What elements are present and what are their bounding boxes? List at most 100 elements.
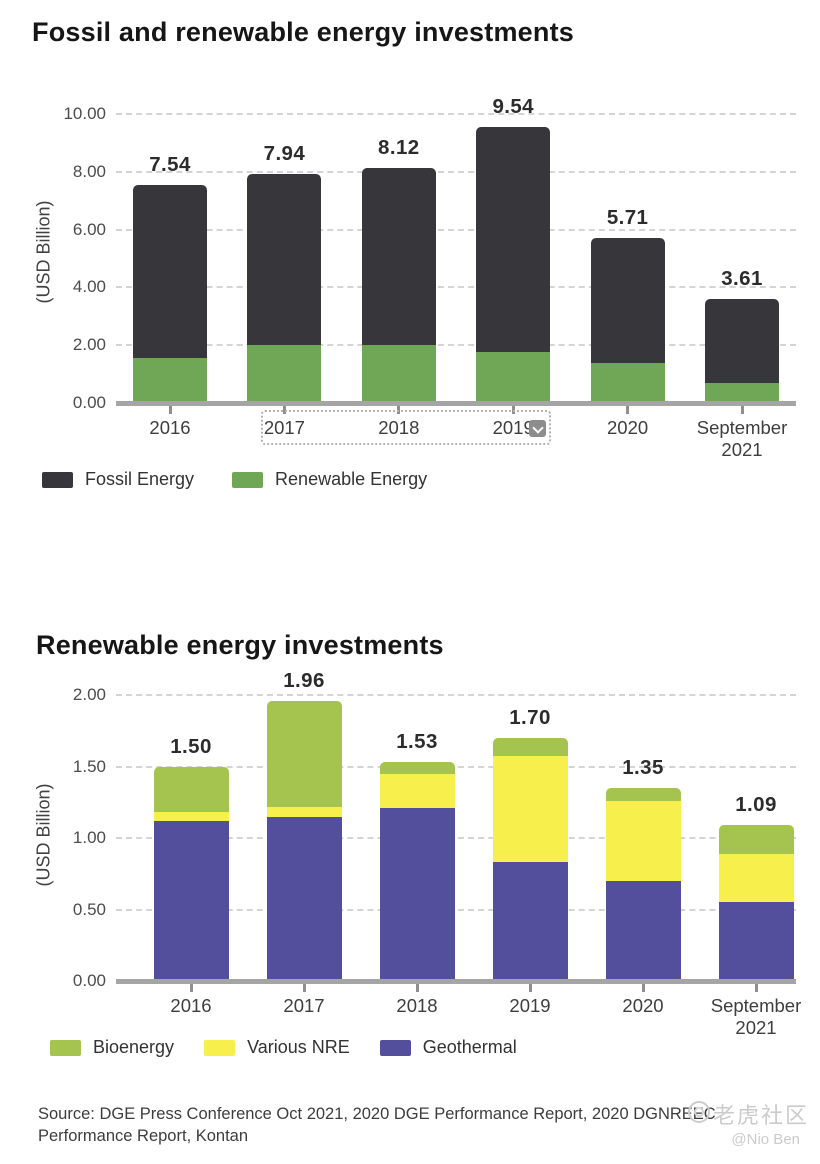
- x-axis-label-2017: 2017: [263, 417, 305, 438]
- bar-2017-various-nre: [266, 806, 342, 817]
- bar-september-2021-various-nre: [718, 853, 794, 903]
- bar-2018-renewable-energy: [361, 345, 436, 403]
- renewable-energy-swatch-icon: [232, 471, 264, 488]
- gridline-2.00: [116, 694, 796, 696]
- bar-total-label-2019: 9.54: [492, 95, 534, 119]
- bar-september-2021-bioenergy: [718, 825, 794, 854]
- bar-september-2021-geothermal: [718, 902, 794, 981]
- bar-total-label-2020: 1.35: [622, 755, 664, 779]
- year-selection-box: [261, 410, 551, 445]
- bar-2017-bioenergy: [266, 700, 342, 807]
- x-axis-label-september-2021: September 2021: [710, 995, 802, 1038]
- bar-2016-various-nre: [153, 812, 229, 821]
- x-tick: [397, 405, 401, 414]
- y-tick-label: 4.00: [72, 277, 106, 297]
- x-tick: [528, 983, 532, 992]
- gridline-1.00: [116, 837, 796, 839]
- bar-2020-bioenergy: [605, 787, 681, 801]
- x-tick: [189, 983, 193, 992]
- x-axis-label-2017: 2017: [283, 995, 325, 1016]
- bar-2016-bioenergy: [153, 766, 229, 813]
- x-axis-label-2018: 2018: [396, 995, 438, 1016]
- geothermal-swatch-icon: [379, 1039, 411, 1056]
- bar-total-label-2016: 7.54: [149, 153, 191, 177]
- bar-total-label-2016: 1.50: [170, 734, 212, 758]
- legend-label: Renewable Energy: [275, 469, 428, 489]
- y-tick-label: 6.00: [72, 219, 106, 239]
- x-axis-label-september-2021: September 2021: [696, 417, 788, 460]
- bar-total-label-2017: 1.96: [283, 668, 325, 692]
- chart1-title: Fossil and renewable energy investments: [32, 17, 574, 47]
- y-tick-label: 8.00: [72, 161, 106, 181]
- bioenergy-swatch-icon: [50, 1039, 81, 1056]
- x-axis-label-2016: 2016: [149, 417, 191, 438]
- x-tick: [740, 405, 744, 414]
- bar-total-label-2018: 1.53: [396, 730, 438, 754]
- gridline-0.50: [116, 908, 796, 911]
- gridline-8.00: [116, 170, 796, 173]
- x-tick: [168, 405, 172, 414]
- x-tick: [754, 983, 758, 992]
- bar-2017-renewable-energy: [247, 345, 322, 403]
- bar-2020-various-nre: [605, 800, 681, 881]
- chart2-legend: Bioenergy Various NRE Geothermal: [50, 1037, 517, 1058]
- y-tick-label: 0.50: [72, 899, 106, 919]
- x-axis-label-2019: 2019: [509, 995, 551, 1016]
- fossil-energy-swatch-icon: [42, 471, 73, 488]
- x-axis-label-2016: 2016: [170, 995, 212, 1016]
- bar-september-2021-renewable-energy: [705, 382, 779, 403]
- bar-2018-bioenergy: [379, 762, 455, 774]
- bar-total-label-2019: 1.70: [509, 705, 551, 729]
- legend-item-fossil-energy: Fossil Energy: [42, 469, 194, 490]
- bar-total-label-september-2021: 1.09: [735, 793, 777, 817]
- bar-2016-fossil-energy: [133, 185, 207, 359]
- x-tick: [282, 405, 286, 414]
- x-axis-label-2020: 2020: [622, 995, 664, 1016]
- gridline-6.00: [116, 228, 796, 231]
- gridline-4.00: [116, 286, 796, 289]
- bar-total-label-2018: 8.12: [378, 136, 420, 160]
- legend-item-bioenergy: Bioenergy: [50, 1037, 174, 1058]
- x-tick: [511, 405, 515, 414]
- x-axis-label-2018: 2018: [378, 417, 420, 438]
- bar-2018-various-nre: [379, 773, 455, 808]
- bar-2020-renewable-energy: [590, 362, 665, 403]
- legend-label: Geothermal: [422, 1037, 517, 1057]
- bar-2018-geothermal: [379, 807, 455, 981]
- legend-item-renewable-energy: Renewable Energy: [232, 469, 427, 490]
- y-tick-label: 0.00: [72, 393, 106, 412]
- y-tick-label: 10.00: [63, 104, 106, 123]
- x-tick: [626, 405, 630, 414]
- bar-2020-geothermal: [605, 880, 681, 981]
- bar-total-label-2020: 5.71: [606, 205, 649, 229]
- x-axis-label-2020: 2020: [607, 417, 649, 438]
- tiger-community-logo-icon: [688, 1101, 710, 1123]
- y-tick-label: 2.00: [72, 335, 106, 355]
- chevron-down-icon[interactable]: [529, 420, 546, 437]
- y-tick-label: 0.00: [72, 971, 106, 990]
- x-tick: [302, 983, 306, 992]
- legend-label: Various NRE: [247, 1037, 350, 1057]
- y-tick-label: 1.00: [72, 828, 106, 847]
- x-tick: [415, 983, 419, 992]
- bar-2016-geothermal: [153, 820, 229, 981]
- bar-total-label-september-2021: 3.61: [721, 266, 763, 290]
- source-note: Source: DGE Press Conference Oct 2021, 2…: [38, 1105, 716, 1145]
- bar-september-2021-fossil-energy: [705, 298, 779, 383]
- bar-2019-bioenergy: [492, 737, 568, 757]
- x-axis-line: [116, 401, 796, 406]
- bar-2018-fossil-energy: [361, 168, 436, 346]
- chart2-title: Renewable energy investments: [36, 630, 444, 660]
- legend-item-geothermal: Geothermal: [379, 1037, 517, 1058]
- bar-2016-renewable-energy: [133, 358, 207, 403]
- bar-2019-renewable-energy: [476, 352, 551, 403]
- bar-2019-geothermal: [492, 862, 568, 981]
- gridline-1.50: [116, 765, 796, 768]
- bar-2017-geothermal: [266, 816, 342, 981]
- various-nre-swatch-icon: [204, 1039, 236, 1056]
- watermark-community: 老虎社区: [713, 1103, 810, 1128]
- bar-2017-fossil-energy: [247, 173, 322, 346]
- watermark-author: @Nio Ben: [731, 1131, 800, 1148]
- bar-2019-various-nre: [492, 756, 568, 863]
- gridline-10.00: [116, 113, 796, 115]
